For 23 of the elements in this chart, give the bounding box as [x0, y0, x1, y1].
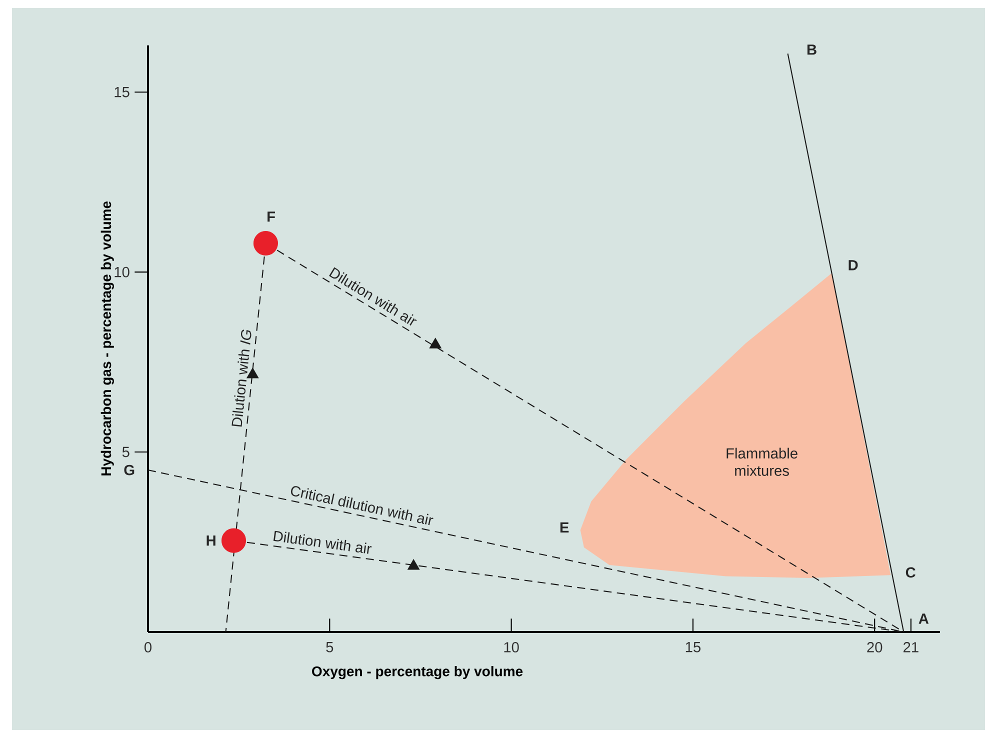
x-tick-label: 5 [326, 642, 334, 652]
x-tick-label: 10 [504, 642, 519, 652]
annotation: G [124, 464, 134, 476]
annotation: C [906, 567, 916, 578]
y-axis-title: Hydrocarbon gas - percentage by volume [100, 201, 114, 476]
text: Critical dilution with air [290, 486, 434, 526]
x-axis-title: Oxygen - percentage by volume [312, 666, 523, 680]
y-tick-label: 15 [114, 87, 130, 98]
annotation: A [918, 614, 929, 624]
annotation: D [848, 260, 858, 270]
annotation: Flammable mixtures [726, 448, 798, 476]
y-tick-label: 5 [122, 446, 130, 458]
text: Dilution with air [273, 530, 372, 554]
annotation: H [206, 536, 216, 546]
x-tick-label: 15 [686, 642, 700, 652]
x-tick-label: 0 [144, 642, 152, 652]
annotation: F [268, 212, 275, 222]
text: Dilution with IG [232, 330, 252, 427]
x-tick-label: 20 [867, 642, 882, 652]
annotation: E [560, 522, 569, 533]
x-tick-label: 21 [904, 642, 918, 652]
annotation: B [807, 44, 816, 55]
y-tick-label: 10 [114, 266, 130, 278]
